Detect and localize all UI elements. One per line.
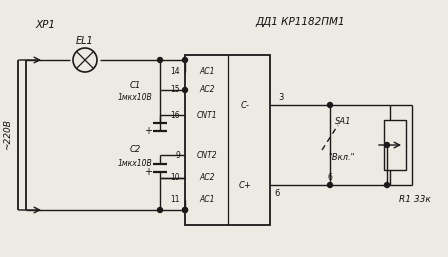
Text: СNТ1: СNТ1 <box>197 111 217 120</box>
Text: 1мкх10В: 1мкх10В <box>118 159 152 168</box>
Text: АС1: АС1 <box>199 196 215 205</box>
Text: "Вкл.": "Вкл." <box>328 153 354 162</box>
Text: СNТ2: СNТ2 <box>197 151 217 160</box>
Circle shape <box>182 58 188 62</box>
Text: 15: 15 <box>170 86 180 95</box>
Text: 9: 9 <box>175 151 180 160</box>
Bar <box>185 55 270 225</box>
Circle shape <box>182 207 188 213</box>
Text: 10: 10 <box>170 173 180 182</box>
Text: +: + <box>144 167 152 177</box>
Text: 3: 3 <box>278 94 284 103</box>
Text: 1мкх10В: 1мкх10В <box>118 94 152 103</box>
Circle shape <box>182 87 188 93</box>
Text: 6: 6 <box>274 188 280 197</box>
Text: ХР1: ХР1 <box>35 20 55 30</box>
Text: 16: 16 <box>170 111 180 120</box>
Text: АС1: АС1 <box>199 68 215 77</box>
Text: С-: С- <box>241 100 250 109</box>
Text: С1: С1 <box>129 80 141 89</box>
Text: R1 33к: R1 33к <box>399 195 431 204</box>
Text: 14: 14 <box>170 68 180 77</box>
Text: 11: 11 <box>171 196 180 205</box>
Text: АС2: АС2 <box>199 86 215 95</box>
Circle shape <box>327 103 332 107</box>
Text: АС2: АС2 <box>199 173 215 182</box>
Text: +: + <box>144 126 152 136</box>
Text: 6: 6 <box>328 172 333 181</box>
Circle shape <box>384 182 389 188</box>
Circle shape <box>327 182 332 188</box>
Text: С2: С2 <box>129 145 141 154</box>
Circle shape <box>158 58 163 62</box>
Text: SА1: SА1 <box>335 117 352 126</box>
Text: ДД1 КР1182ПМ1: ДД1 КР1182ПМ1 <box>255 17 345 27</box>
Circle shape <box>384 142 389 148</box>
Bar <box>384 120 406 170</box>
Circle shape <box>182 207 188 213</box>
Text: С+: С+ <box>239 180 251 189</box>
Text: ~220В: ~220В <box>4 120 13 150</box>
Circle shape <box>158 207 163 213</box>
Text: ЕL1: ЕL1 <box>76 36 94 46</box>
